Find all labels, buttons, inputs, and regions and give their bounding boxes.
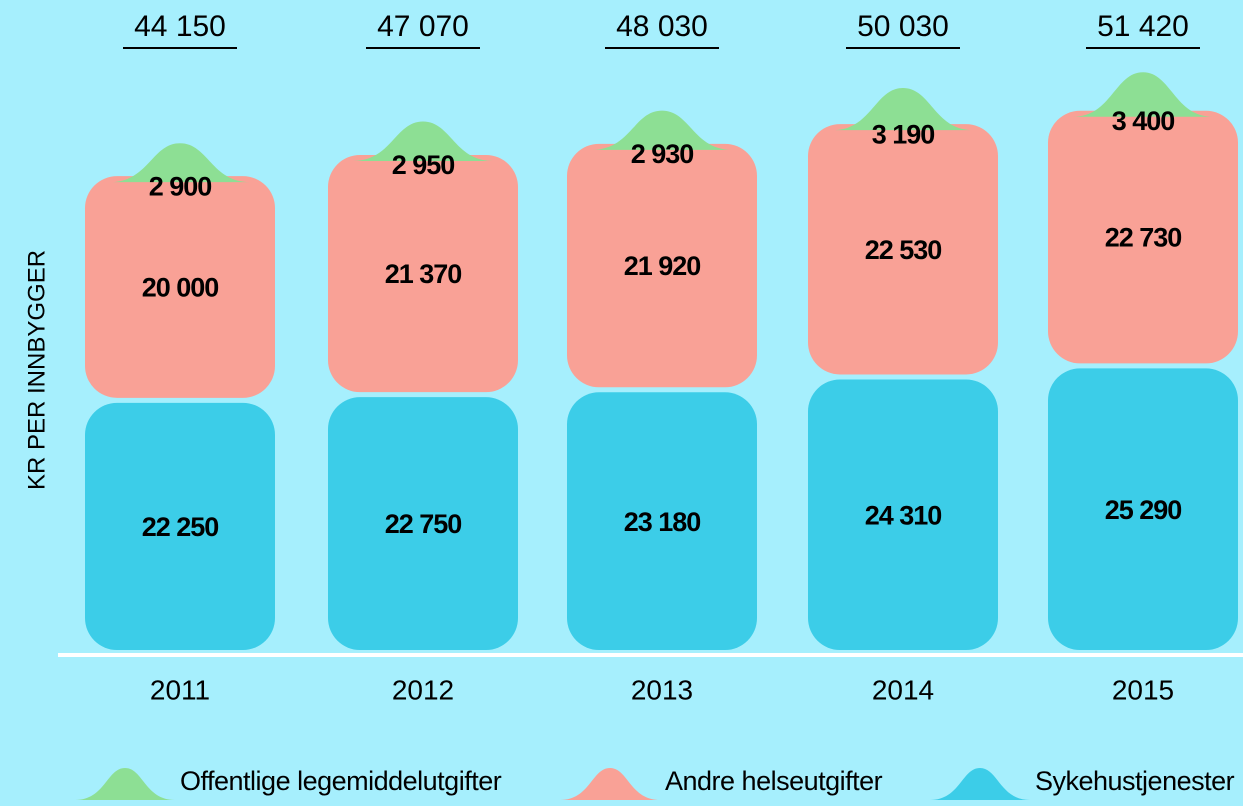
- legend-swatch: [560, 768, 660, 800]
- bar-segment: [1048, 110, 1238, 364]
- bar-segment: [592, 110, 732, 150]
- legend-swatch: [75, 768, 175, 800]
- value-label: 22 750: [385, 509, 462, 539]
- total-label: 48 030: [616, 10, 708, 43]
- value-label: 23 180: [624, 507, 701, 537]
- y-axis-label: KR PER INNBYGGER: [23, 250, 50, 490]
- legend-label: Offentlige legemiddelutgifter: [180, 766, 502, 796]
- value-label: 22 530: [865, 235, 942, 265]
- bar-segment: [833, 87, 973, 131]
- bar-segment: [567, 143, 757, 388]
- value-label: 25 290: [1105, 495, 1182, 525]
- x-tick-label: 2014: [872, 674, 934, 705]
- value-label: 3 190: [872, 119, 935, 149]
- total-label: 47 070: [377, 10, 469, 43]
- total-label: 50 030: [857, 10, 949, 43]
- value-label: 21 920: [624, 251, 701, 281]
- value-label: 22 730: [1105, 223, 1182, 253]
- legend-label: Andre helseutgifter: [665, 766, 883, 796]
- bar-segment: [328, 154, 518, 393]
- bar-segment: [567, 392, 757, 650]
- bar-segment: [353, 121, 493, 161]
- value-label: 2 930: [631, 139, 694, 169]
- x-tick-label: 2012: [392, 674, 454, 705]
- x-tick-label: 2011: [150, 674, 210, 705]
- legend-swatch: [930, 768, 1030, 800]
- bar-segment: [1073, 72, 1213, 117]
- bar-segment: [85, 402, 275, 650]
- value-label: 22 250: [142, 512, 219, 542]
- bar-segment: [808, 124, 998, 375]
- value-label: 2 900: [149, 171, 212, 201]
- x-tick-label: 2015: [1112, 674, 1174, 705]
- bar-segment: [110, 143, 250, 183]
- total-label: 44 150: [134, 10, 226, 43]
- value-label: 21 370: [385, 259, 462, 289]
- total-label: 51 420: [1097, 10, 1189, 43]
- bar-segment: [1048, 368, 1238, 650]
- value-label: 24 310: [865, 500, 942, 530]
- bar-segment: [808, 379, 998, 650]
- bar-segment: [328, 397, 518, 650]
- bar-segment: [85, 176, 275, 398]
- value-label: 3 400: [1112, 106, 1175, 136]
- value-label: 20 000: [142, 273, 219, 303]
- value-label: 2 950: [392, 150, 455, 180]
- x-tick-label: 2013: [631, 674, 693, 705]
- legend-label: Sykehustjenester: [1035, 766, 1235, 796]
